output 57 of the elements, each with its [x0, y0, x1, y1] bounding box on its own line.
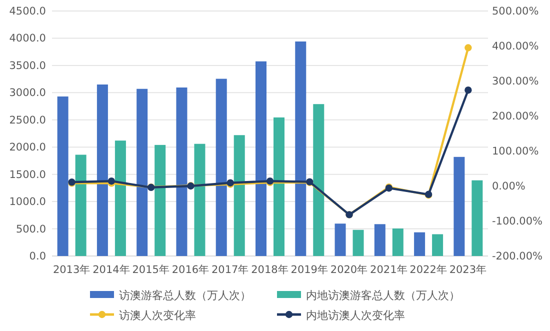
bar	[374, 224, 386, 256]
y2-tick-label: 0.00%	[492, 180, 526, 192]
bar	[234, 135, 245, 256]
point	[464, 86, 472, 94]
bar	[57, 96, 68, 256]
y2-tick-label: 200.00%	[492, 110, 539, 122]
y2-tick-label: -200.00%	[492, 250, 543, 262]
x-tick-label: 2015年	[132, 264, 170, 276]
y2-tick-label: -100.00%	[492, 216, 543, 228]
y-tick-label: 1500.0	[9, 168, 46, 181]
y-tick-label: 0.0	[29, 250, 46, 262]
x-tick-label: 2022年	[410, 264, 448, 276]
bar	[295, 41, 306, 256]
x-tick-label: 2019年	[290, 264, 329, 276]
bar	[432, 234, 444, 256]
y-tick-label: 3500.0	[9, 60, 46, 72]
y-tick-label: 3000.0	[9, 87, 46, 100]
bar	[75, 154, 86, 256]
bar	[96, 84, 108, 256]
x-tick-label: 2020年	[330, 264, 368, 276]
bar	[154, 144, 166, 256]
y-tick-label: 2000.0	[9, 142, 46, 154]
x-tick-label: 2021年	[370, 264, 408, 276]
bar	[194, 144, 206, 256]
bar	[313, 104, 324, 256]
bar	[472, 180, 483, 256]
x-tick-label: 2017年	[211, 264, 250, 276]
bar	[136, 88, 148, 256]
bar	[454, 156, 465, 256]
bar	[256, 61, 266, 256]
legend-label: 内地访澳人次变化率	[306, 309, 405, 322]
y-tick-label: 4000.0	[9, 32, 46, 45]
y-tick-label: 500.0	[16, 223, 46, 236]
legend-label: 访澳人次变化率	[119, 309, 196, 322]
y-tick-label: 2500.0	[9, 114, 46, 126]
bar	[274, 117, 284, 256]
y2-tick-label: 400.00%	[492, 40, 539, 52]
x-tick-label: 2014年	[92, 264, 130, 276]
y2-tick-label: 300.00%	[492, 76, 539, 88]
point	[464, 44, 472, 52]
y-tick-label: 4500.0	[9, 6, 46, 18]
legend-label: 内地访澳游客总人数（万人次）	[306, 289, 460, 302]
x-tick-label: 2016年	[172, 264, 210, 276]
bar	[114, 140, 126, 256]
y-tick-label: 1000.0	[9, 196, 46, 208]
bar	[392, 228, 404, 256]
legend-label: 访澳游客总人数（万人次）	[119, 289, 251, 302]
y2-tick-label: 500.00%	[492, 6, 539, 18]
bar	[216, 78, 227, 256]
bar	[414, 232, 426, 256]
bar	[334, 224, 346, 256]
bar	[176, 87, 188, 256]
x-tick-label: 2013年	[52, 264, 91, 276]
x-tick-label: 2023年	[449, 264, 488, 276]
bar	[352, 230, 364, 256]
x-tick-label: 2018年	[251, 264, 289, 276]
y2-tick-label: 100.00%	[492, 146, 539, 158]
